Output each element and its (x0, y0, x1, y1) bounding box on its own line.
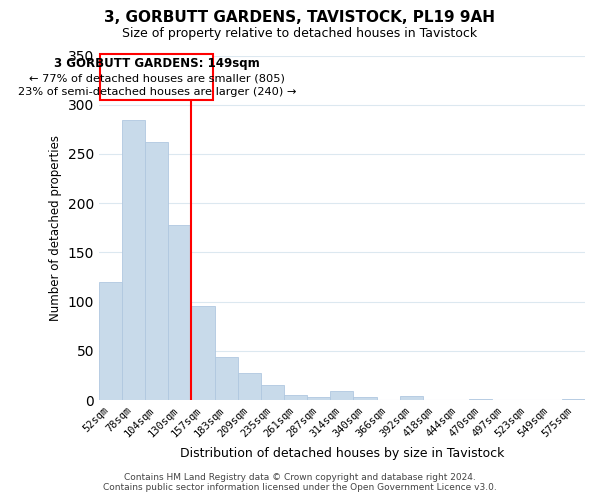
Bar (562, 399, 585, 400)
Bar (307, 398, 331, 400)
Text: Size of property relative to detached houses in Tavistock: Size of property relative to detached ho… (122, 28, 478, 40)
Text: 23% of semi-detached houses are larger (240) →: 23% of semi-detached houses are larger (… (17, 87, 296, 97)
X-axis label: Distribution of detached houses by size in Tavistock: Distribution of detached houses by size … (180, 447, 504, 460)
Bar (261, 386, 284, 400)
Bar (284, 396, 307, 400)
Bar (215, 357, 238, 400)
Text: 3, GORBUTT GARDENS, TAVISTOCK, PL19 9AH: 3, GORBUTT GARDENS, TAVISTOCK, PL19 9AH (104, 10, 496, 25)
Bar (99, 282, 122, 400)
Y-axis label: Number of detached properties: Number of detached properties (49, 135, 62, 321)
Text: ← 77% of detached houses are smaller (805): ← 77% of detached houses are smaller (80… (29, 73, 284, 83)
Bar (122, 120, 145, 400)
Bar (331, 392, 353, 400)
Bar (145, 142, 168, 400)
FancyBboxPatch shape (100, 54, 214, 100)
Bar (469, 399, 493, 400)
Bar (400, 396, 423, 400)
Bar (191, 306, 215, 400)
Bar (238, 372, 261, 400)
Bar (168, 225, 191, 400)
Text: 3 GORBUTT GARDENS: 149sqm: 3 GORBUTT GARDENS: 149sqm (54, 58, 260, 70)
Text: Contains HM Land Registry data © Crown copyright and database right 2024.
Contai: Contains HM Land Registry data © Crown c… (103, 473, 497, 492)
Bar (353, 398, 377, 400)
